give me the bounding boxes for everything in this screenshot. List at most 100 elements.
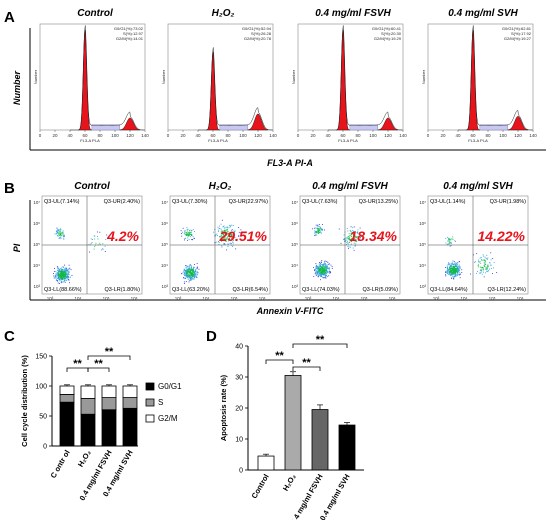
- quadrant-ul-label: Q3-UL(7.30%): [172, 199, 208, 205]
- event-dot: [102, 243, 104, 245]
- event-dot: [61, 271, 63, 273]
- event-dot: [490, 264, 492, 266]
- event-dot: [325, 275, 327, 277]
- event-dot: [323, 277, 325, 279]
- event-dot: [185, 234, 187, 236]
- event-dot: [447, 273, 449, 274]
- event-dot: [224, 238, 225, 240]
- event-dot: [59, 276, 61, 278]
- event-dot: [190, 275, 192, 277]
- event-dot: [191, 273, 193, 275]
- d-category-label: Control: [250, 473, 271, 501]
- g0g1-peak: [205, 51, 220, 131]
- event-dot: [234, 232, 235, 234]
- event-dot: [455, 271, 457, 273]
- event-dot: [230, 234, 232, 235]
- event-dot: [57, 235, 58, 237]
- event-dot: [66, 273, 68, 275]
- event-dot: [59, 237, 61, 239]
- event-dot: [194, 276, 196, 278]
- event-dot: [226, 229, 228, 230]
- x-tick-label: 0: [167, 133, 170, 138]
- d-ylabel: Apoptosis rate (%): [219, 374, 228, 441]
- event-dot: [350, 240, 352, 242]
- event-dot: [348, 233, 350, 235]
- event-dot: [214, 234, 216, 236]
- event-dot: [318, 269, 319, 271]
- event-dot: [63, 275, 64, 277]
- event-dot: [316, 272, 318, 274]
- event-dot: [355, 243, 357, 245]
- event-dot: [319, 268, 321, 270]
- event-dot: [314, 227, 316, 229]
- event-dot: [215, 242, 217, 244]
- event-dot: [223, 235, 225, 237]
- event-dot: [331, 267, 333, 269]
- event-dot: [191, 278, 193, 280]
- event-dot: [198, 268, 200, 270]
- event-dot: [67, 276, 69, 278]
- event-dot: [61, 272, 63, 273]
- event-dot: [454, 271, 456, 273]
- event-dot: [449, 238, 451, 240]
- event-dot: [56, 272, 58, 274]
- plot-title: Control: [74, 181, 110, 192]
- event-dot: [66, 275, 68, 277]
- event-dot: [224, 229, 226, 231]
- event-dot: [226, 229, 228, 231]
- event-dot: [58, 271, 60, 273]
- event-dot: [448, 269, 450, 271]
- event-dot: [232, 229, 233, 231]
- event-dot: [89, 251, 90, 253]
- event-dot: [217, 229, 219, 231]
- event-dot: [222, 239, 224, 241]
- event-dot: [220, 228, 222, 230]
- event-dot: [351, 239, 353, 241]
- event-dot: [59, 280, 61, 282]
- x-tick-label: 10³: [433, 296, 440, 301]
- event-dot: [191, 269, 193, 271]
- event-dot: [56, 266, 58, 268]
- event-dot: [61, 271, 63, 273]
- event-dot: [478, 262, 480, 264]
- event-dot: [315, 233, 317, 235]
- event-dot: [322, 273, 324, 275]
- event-dot: [235, 248, 237, 250]
- event-dot: [188, 272, 190, 274]
- event-dot: [61, 279, 63, 281]
- event-dot: [354, 231, 356, 232]
- event-dot: [458, 272, 460, 274]
- quadrant-ur-label: Q3-UR(13.25%): [359, 199, 399, 205]
- event-dot: [479, 270, 481, 272]
- event-dot: [454, 271, 456, 273]
- event-dot: [449, 263, 451, 265]
- event-dot: [490, 252, 492, 254]
- event-dot: [481, 273, 483, 275]
- stacked-bar-segment: [80, 413, 96, 447]
- event-dot: [321, 267, 323, 269]
- event-dot: [351, 239, 353, 241]
- event-dot: [496, 272, 498, 274]
- event-dot: [59, 274, 61, 276]
- event-dot: [68, 279, 70, 281]
- event-dot: [67, 277, 69, 279]
- event-dot: [317, 272, 318, 274]
- event-dot: [223, 243, 225, 245]
- event-dot: [454, 273, 456, 275]
- event-dot: [182, 272, 184, 274]
- x-tick-label: 100: [369, 133, 377, 138]
- c-y-tick-label: 100: [35, 384, 47, 391]
- event-dot: [450, 272, 452, 274]
- stacked-bar-segment: [122, 407, 138, 447]
- legend-swatch: [145, 414, 155, 423]
- event-dot: [314, 232, 316, 234]
- event-dot: [58, 229, 60, 231]
- event-dot: [459, 266, 461, 268]
- event-dot: [454, 267, 456, 269]
- event-dot: [191, 273, 192, 275]
- event-dot: [187, 276, 189, 277]
- event-dot: [67, 270, 69, 272]
- event-dot: [344, 240, 345, 242]
- event-dot: [326, 269, 327, 271]
- event-dot: [486, 271, 488, 272]
